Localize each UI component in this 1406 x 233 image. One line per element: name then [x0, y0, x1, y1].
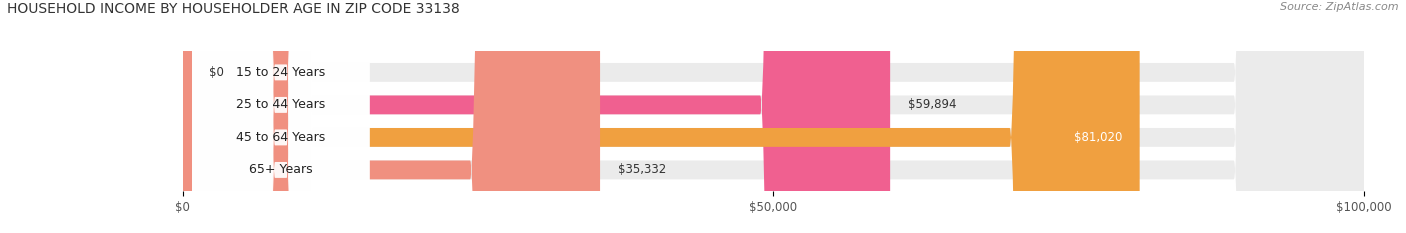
Text: 25 to 44 Years: 25 to 44 Years: [236, 98, 325, 111]
FancyBboxPatch shape: [183, 0, 1140, 233]
FancyBboxPatch shape: [183, 0, 600, 233]
Text: 45 to 64 Years: 45 to 64 Years: [236, 131, 325, 144]
FancyBboxPatch shape: [183, 0, 1364, 233]
Text: 15 to 24 Years: 15 to 24 Years: [236, 66, 325, 79]
Text: Source: ZipAtlas.com: Source: ZipAtlas.com: [1281, 2, 1399, 12]
Text: 65+ Years: 65+ Years: [249, 163, 312, 176]
FancyBboxPatch shape: [183, 0, 1364, 233]
Text: $0: $0: [208, 66, 224, 79]
FancyBboxPatch shape: [183, 0, 1364, 233]
FancyBboxPatch shape: [193, 0, 370, 233]
FancyBboxPatch shape: [183, 0, 1364, 233]
FancyBboxPatch shape: [193, 0, 370, 233]
Text: HOUSEHOLD INCOME BY HOUSEHOLDER AGE IN ZIP CODE 33138: HOUSEHOLD INCOME BY HOUSEHOLDER AGE IN Z…: [7, 2, 460, 16]
FancyBboxPatch shape: [193, 0, 370, 233]
Text: $35,332: $35,332: [617, 163, 666, 176]
Text: $59,894: $59,894: [908, 98, 956, 111]
Text: $81,020: $81,020: [1074, 131, 1122, 144]
FancyBboxPatch shape: [193, 0, 370, 233]
FancyBboxPatch shape: [183, 0, 890, 233]
